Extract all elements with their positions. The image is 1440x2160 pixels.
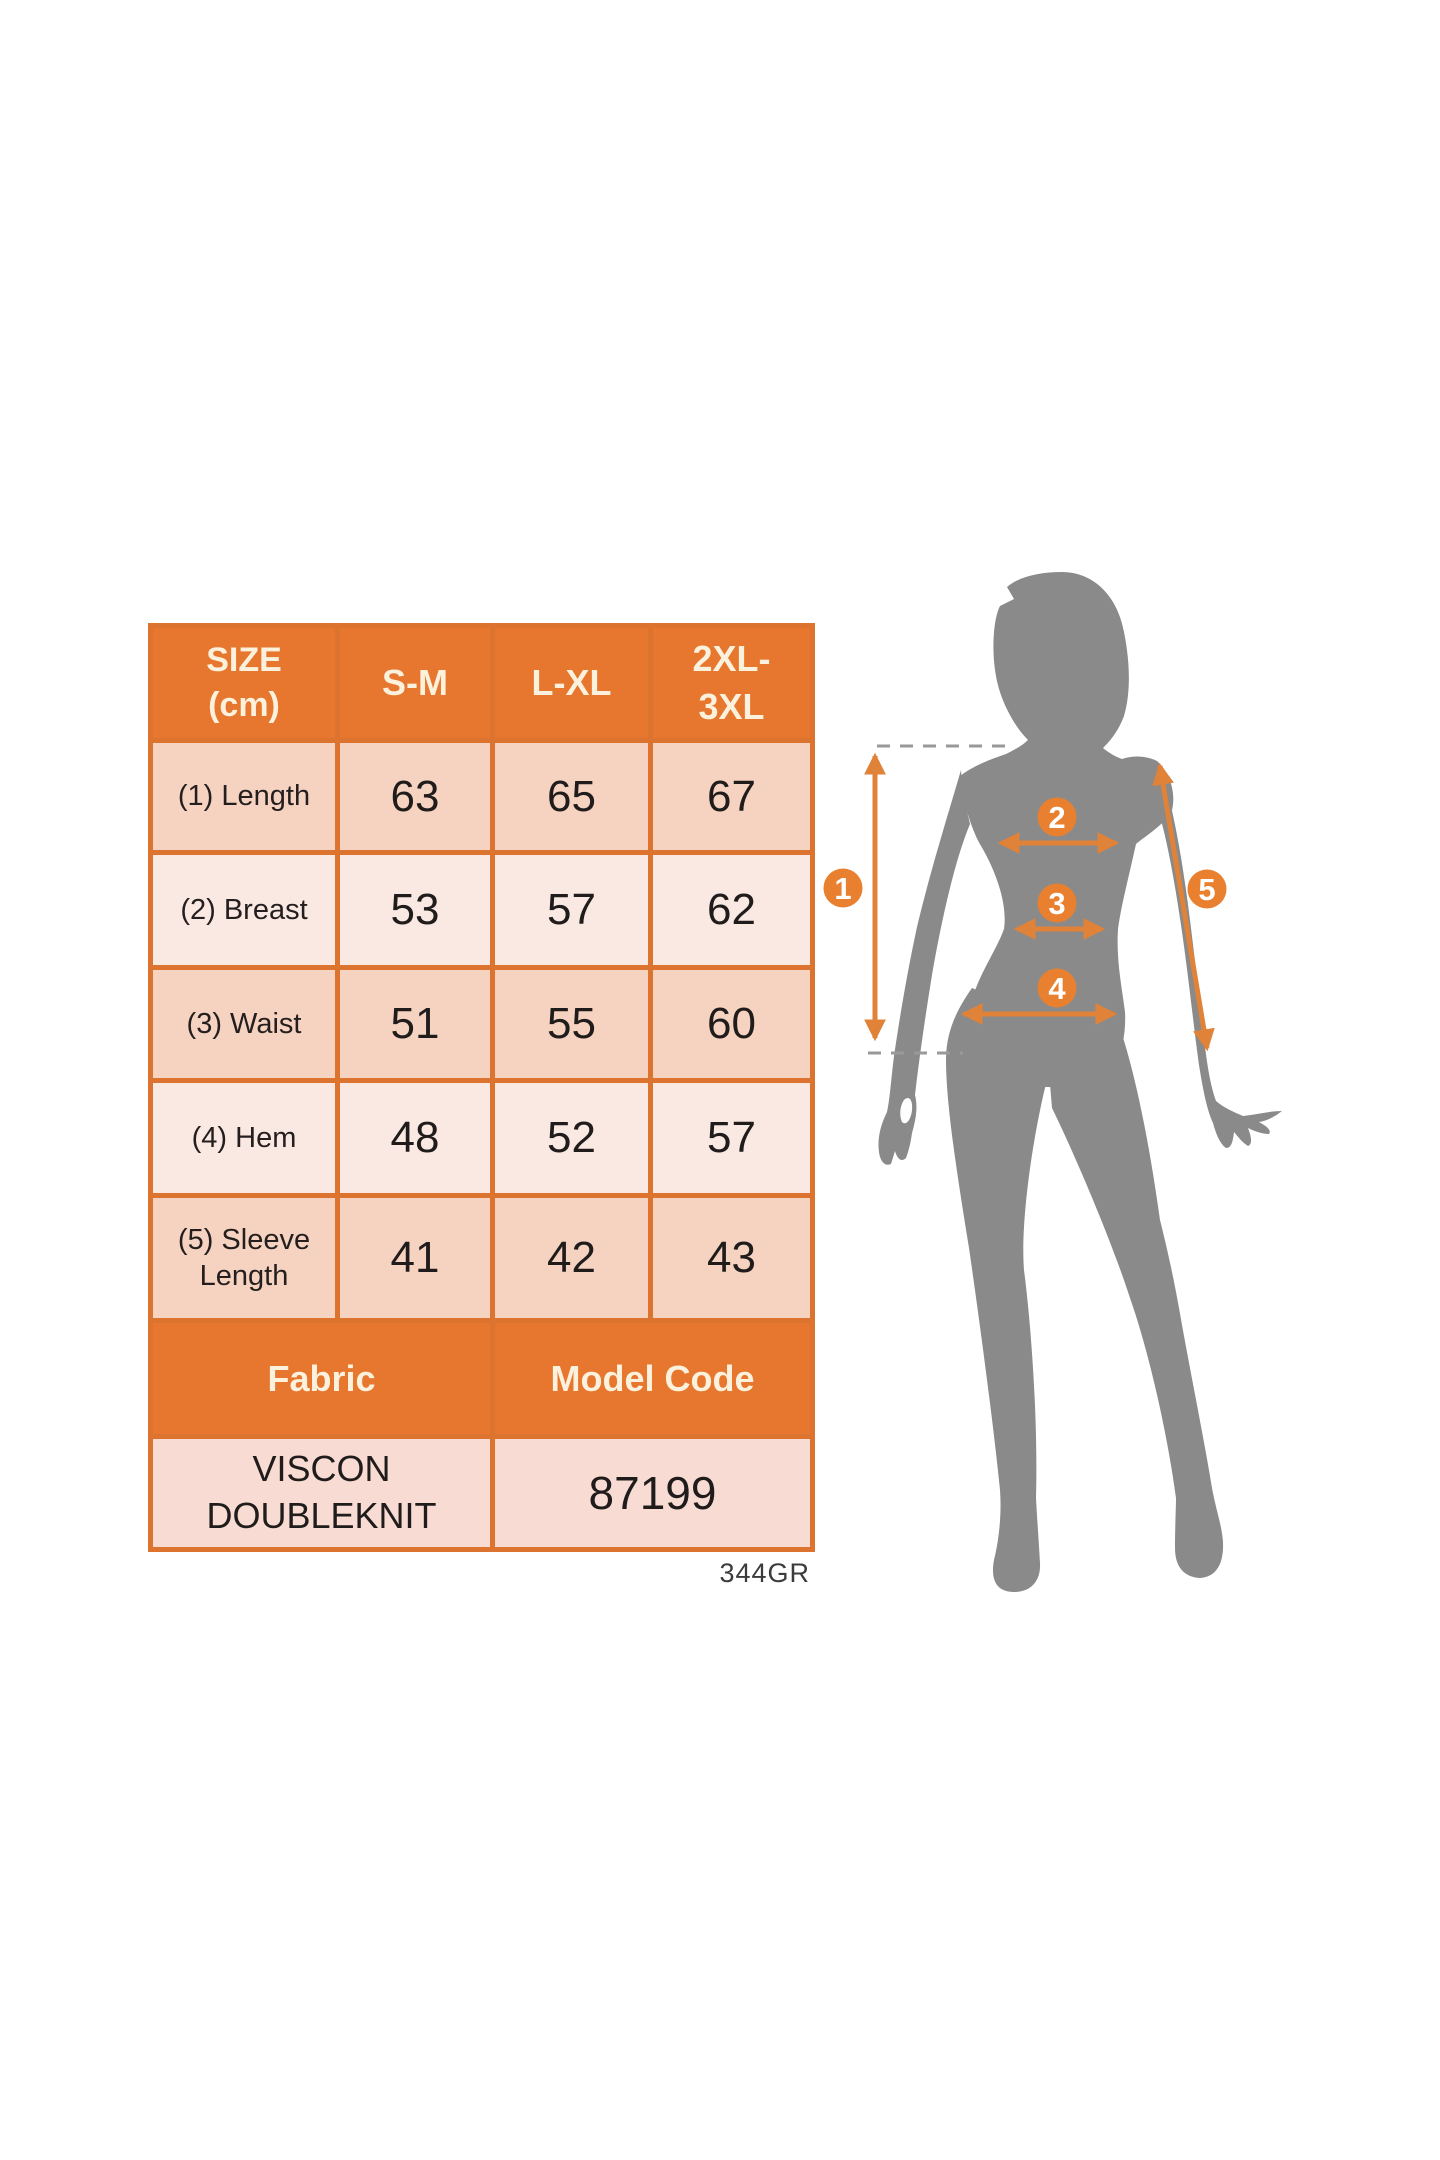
hem-sm: 48 [335, 1078, 495, 1198]
table-row-hem: (4) Hem 48 52 57 [148, 1078, 815, 1198]
table-row-breast: (2) Breast 53 57 62 [148, 850, 815, 970]
header-col-lxl: L-XL [490, 623, 653, 743]
marker-number-4: 4 [1048, 971, 1066, 1006]
marker-number-1: 1 [834, 871, 851, 906]
fabric-header-row: Fabric Model Code [148, 1318, 815, 1439]
size-table-header-row: SIZE (cm) S-M L-XL 2XL- 3XL [148, 623, 815, 743]
marker-number-5: 5 [1198, 872, 1215, 907]
row-label-breast: (2) Breast [148, 850, 340, 970]
hem-lxl: 52 [490, 1078, 653, 1198]
sleeve-lxl: 42 [490, 1193, 653, 1323]
marker-circle-1 [823, 868, 863, 908]
table-row-sleeve-length: (5) Sleeve Length 41 42 43 [148, 1193, 815, 1323]
waist-lxl: 55 [490, 965, 653, 1083]
size-table: SIZE (cm) S-M L-XL 2XL- 3XL (1) Length 6… [148, 623, 815, 1552]
length-lxl: 65 [490, 738, 653, 855]
row-label-sleeve-length: (5) Sleeve Length [148, 1193, 340, 1323]
size-table-container: SIZE (cm) S-M L-XL 2XL- 3XL (1) Length 6… [148, 623, 815, 1552]
marker-number-3: 3 [1048, 886, 1065, 921]
row-label-length: (1) Length [148, 738, 340, 855]
table-row-waist: (3) Waist 51 55 60 [148, 965, 815, 1083]
hem-2xl3xl: 57 [648, 1078, 815, 1198]
header-col-2xl3xl: 2XL- 3XL [648, 623, 815, 743]
measurement-figure: 1 2 3 4 5 [820, 560, 1320, 1620]
female-body-silhouette-icon [878, 572, 1282, 1592]
marker-circle-2 [1037, 797, 1077, 837]
length-sm: 63 [335, 738, 495, 855]
breast-sm: 53 [335, 850, 495, 970]
marker-number-2: 2 [1048, 800, 1065, 835]
breast-2xl3xl: 62 [648, 850, 815, 970]
sleeve-2xl3xl: 43 [648, 1193, 815, 1323]
model-code-header: Model Code [490, 1318, 815, 1439]
fabric-value-row: VISCON DOUBLEKNIT 87199 [148, 1434, 815, 1552]
header-col-sm: S-M [335, 623, 495, 743]
sleeve-arrow [1152, 762, 1215, 1052]
row-label-waist: (3) Waist [148, 965, 340, 1083]
header-size-cm: SIZE (cm) [148, 623, 340, 743]
fabric-header: Fabric [148, 1318, 495, 1439]
weight-caption: 344GR [719, 1558, 810, 1588]
table-row-length: (1) Length 63 65 67 [148, 738, 815, 855]
marker-circle-3 [1037, 883, 1077, 923]
waist-2xl3xl: 60 [648, 965, 815, 1083]
marker-circle-4 [1037, 968, 1077, 1008]
marker-circle-5 [1187, 869, 1227, 909]
length-2xl3xl: 67 [648, 738, 815, 855]
row-label-hem: (4) Hem [148, 1078, 340, 1198]
sleeve-sm: 41 [335, 1193, 495, 1323]
fabric-value: VISCON DOUBLEKNIT [148, 1434, 495, 1552]
breast-lxl: 57 [490, 850, 653, 970]
model-code-value: 87199 [490, 1434, 815, 1552]
waist-sm: 51 [335, 965, 495, 1083]
